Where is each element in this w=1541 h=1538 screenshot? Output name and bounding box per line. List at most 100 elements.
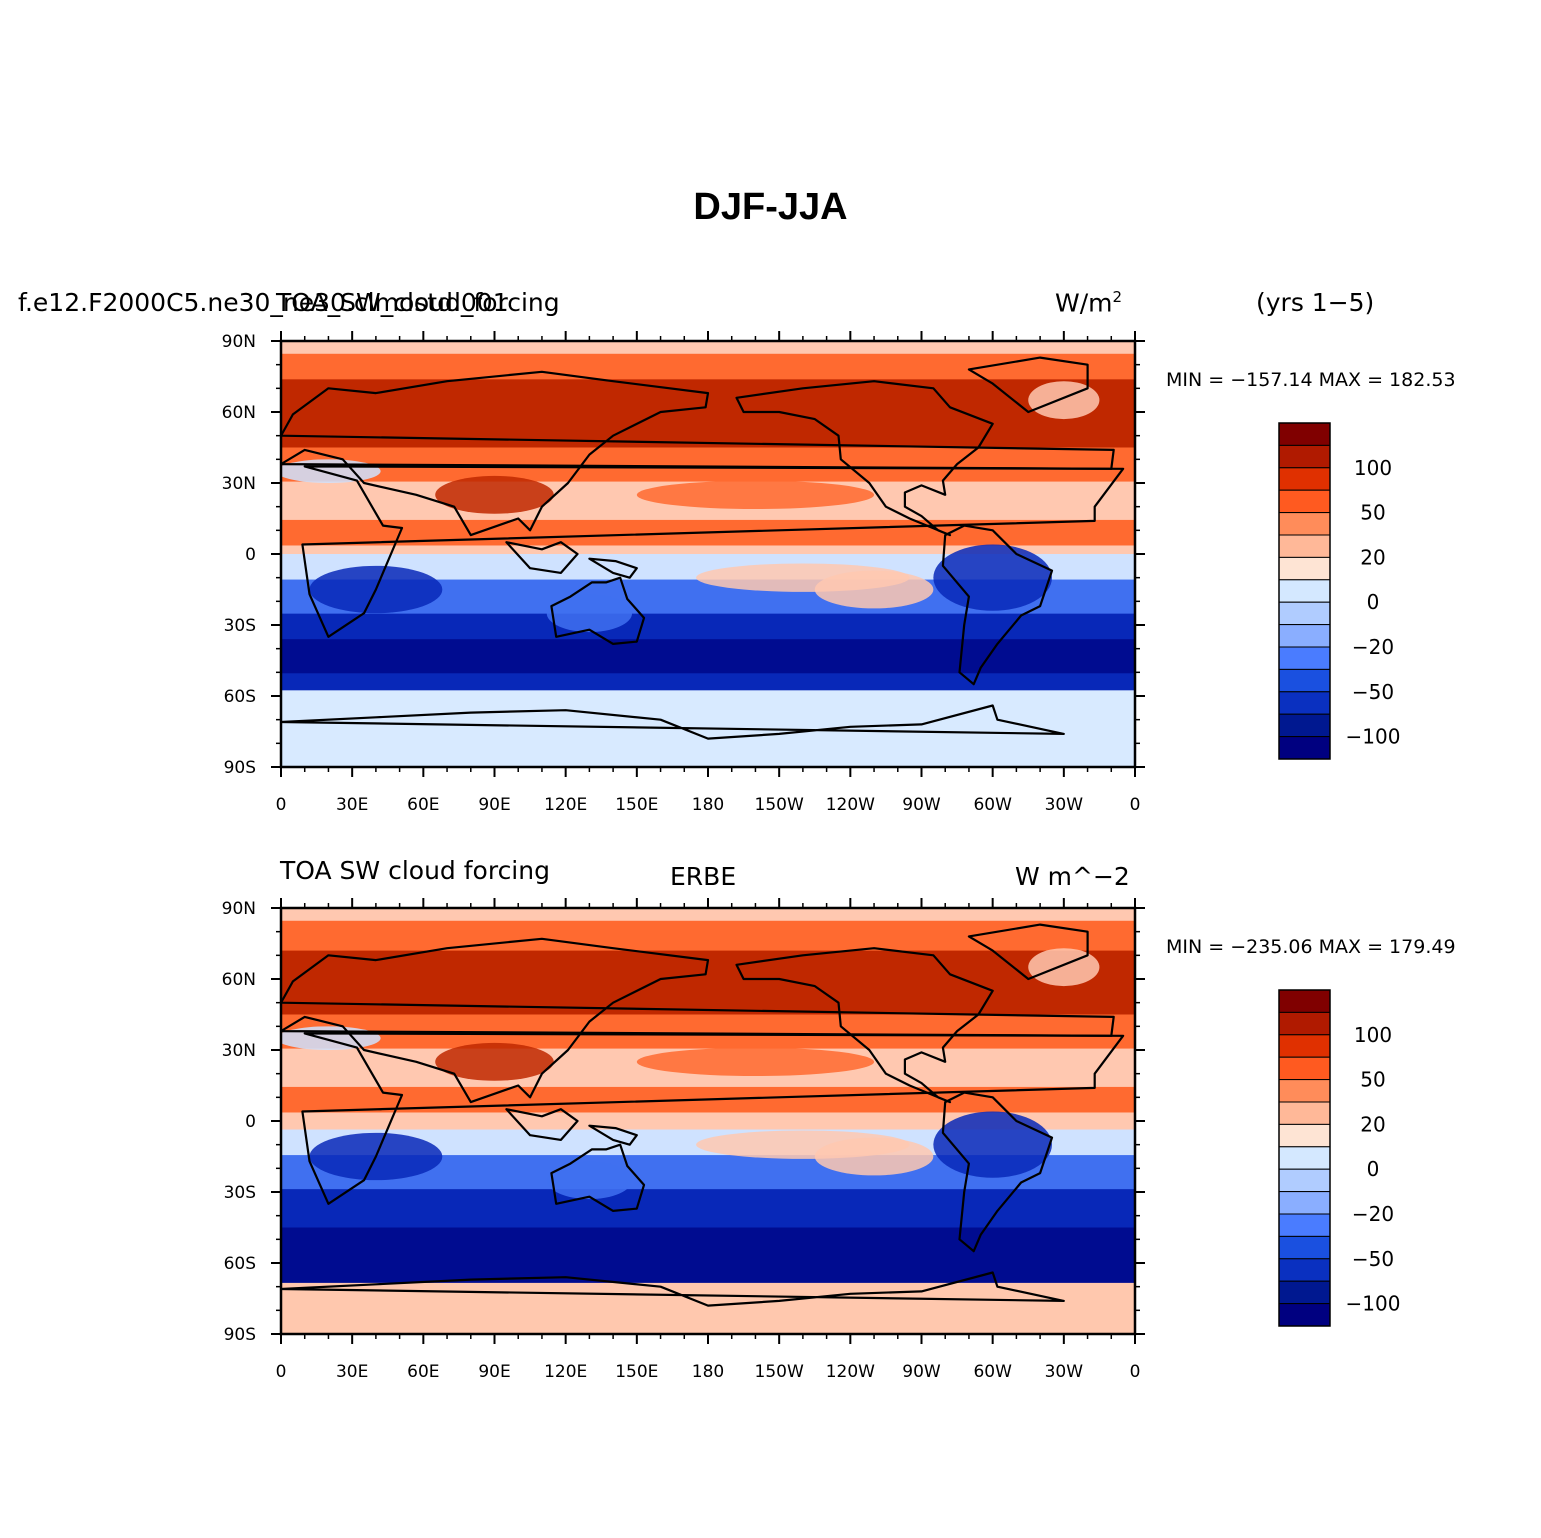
colorbar-box [1278, 1280, 1331, 1305]
lat-label: 60N [222, 970, 256, 990]
lon-label: 0 [276, 1362, 287, 1382]
lon-label: 150W [755, 795, 804, 815]
lat-label: 90N [222, 332, 256, 352]
colorbar-box [1278, 512, 1331, 536]
colorbar-box [1278, 1191, 1331, 1215]
lon-label: 120W [826, 1362, 875, 1382]
colorbar-label: −100 [1346, 725, 1401, 749]
colorbar-box [1278, 1056, 1331, 1081]
colorbar-box [1278, 1101, 1331, 1125]
contour-band [281, 639, 1135, 674]
map-panel-2: 90N 60N 30N 0 30S 60S 90S 0 30E 60E 90E 120E 150E 180… [222, 898, 1401, 1382]
lon-label: 30E [336, 795, 368, 815]
contour-feature [281, 459, 381, 483]
colorbar-box [1278, 467, 1331, 491]
lat-label: 30S [224, 1183, 256, 1203]
lon-label: 30W [1045, 1362, 1084, 1382]
colorbar-box [1278, 1123, 1331, 1148]
colorbar-label: 20 [1360, 545, 1385, 569]
contour-feature [1028, 381, 1100, 420]
contour-band [281, 613, 1135, 640]
colorbar-label: 0 [1367, 1157, 1380, 1181]
colorbar-box [1278, 601, 1331, 626]
colorbar-label: 100 [1354, 1023, 1392, 1047]
colorbar-label: −50 [1352, 1247, 1394, 1271]
lat-label: 90S [224, 758, 256, 778]
colorbar-label: −50 [1352, 680, 1394, 704]
lat-label: 30S [224, 616, 256, 636]
lon-label: 90W [902, 1362, 941, 1382]
lat-label: 60S [224, 687, 256, 707]
colorbar-box [1278, 736, 1331, 760]
coastline [735, 947, 994, 1104]
colorbar-1: 100 50 20 0 −20 −50 −100 [1278, 422, 1401, 760]
colorbar-box [1278, 713, 1331, 738]
panel1-variable-label: TOA_SW_cloud_forcing [276, 288, 560, 317]
lat-label: 0 [245, 545, 256, 565]
colorbar-label: 50 [1360, 1068, 1385, 1092]
lon-label: 150E [615, 795, 658, 815]
contour-band [281, 908, 1135, 922]
panel2-units-label: W m^−2 [1015, 862, 1130, 891]
colorbar-label: 0 [1367, 590, 1380, 614]
contour-feature [435, 1042, 554, 1081]
coastline [735, 380, 994, 537]
panel2-variable-label: TOA SW cloud forcing [280, 856, 550, 885]
contour-feature [546, 594, 633, 633]
lat-label: 60N [222, 403, 256, 423]
coastline [505, 541, 579, 575]
colorbar-box [1278, 668, 1331, 693]
lon-label: 60W [973, 795, 1012, 815]
contour-feature [546, 1161, 633, 1200]
field-contours [281, 908, 1135, 1334]
colorbar-box [1278, 1011, 1331, 1036]
lon-label: 30W [1045, 795, 1084, 815]
colorbar-box [1278, 1258, 1331, 1282]
lon-label: 120E [544, 1362, 587, 1382]
coastline [588, 557, 638, 579]
colorbar-box [1278, 556, 1331, 581]
lon-label: 150E [615, 1362, 658, 1382]
contour-band [281, 1189, 1135, 1228]
contour-feature [636, 1047, 875, 1077]
contour-feature [435, 475, 554, 514]
colorbar-box [1278, 1303, 1331, 1327]
lon-label: 60W [973, 1362, 1012, 1382]
colorbar-box [1278, 1034, 1331, 1058]
colorbar-label: 100 [1354, 456, 1392, 480]
panel1-units-label: W/m2 [1055, 288, 1123, 318]
lon-label: 60E [407, 795, 439, 815]
contour-feature [636, 480, 875, 510]
contour-feature [814, 1137, 934, 1176]
lon-label: 0 [1130, 795, 1141, 815]
coastline [281, 1271, 1065, 1307]
colorbar-box [1278, 1146, 1331, 1170]
coastline [505, 1108, 579, 1142]
contour-band [281, 920, 1135, 952]
lon-label: 30E [336, 1362, 368, 1382]
lat-label: 30N [222, 1041, 256, 1061]
panel2-dataset-label: ERBE [670, 862, 737, 891]
contour-band [281, 341, 1135, 355]
colorbar-box [1278, 422, 1331, 446]
colorbar-box [1278, 1079, 1331, 1103]
colorbar-label: −100 [1346, 1292, 1401, 1316]
coastline [281, 370, 1115, 537]
coastline [967, 923, 1089, 981]
lon-label: 0 [276, 795, 287, 815]
coastline [588, 1124, 638, 1146]
panel1-years-label: (yrs 1−5) [1256, 288, 1375, 317]
panel1-min-max: MIN = −157.14 MAX = 182.53 [1166, 369, 1456, 391]
panel2-min-max: MIN = −235.06 MAX = 179.49 [1166, 936, 1456, 958]
coastline [941, 1091, 1054, 1253]
lat-label: 90S [224, 1325, 256, 1345]
contour-band [281, 379, 1135, 448]
contour-feature [814, 570, 934, 609]
colorbar-box [1278, 989, 1331, 1013]
map-panel-1: 90N 60N 30N 0 30S 60S 90S 0 30E 60E 90E 120E 150E 180… [222, 331, 1401, 815]
coastline [550, 576, 646, 646]
lon-label: 0 [1130, 1362, 1141, 1382]
lat-label: 60S [224, 1254, 256, 1274]
colorbar-box [1278, 691, 1331, 715]
